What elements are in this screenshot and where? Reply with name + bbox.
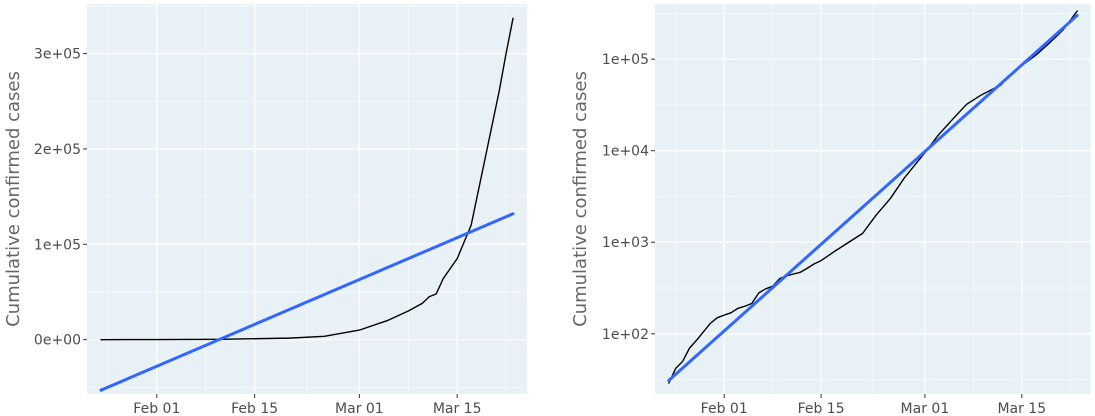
right-x-tick-label: Mar 15 xyxy=(997,401,1046,416)
right-x-tick-label: Feb 15 xyxy=(798,401,845,416)
left-series xyxy=(99,17,515,392)
left-y-axis-label: Cumulative confirmed cases xyxy=(3,71,24,327)
right-series xyxy=(667,10,1079,384)
right-tick-labels: Feb 01 Feb 15 Mar 01 Mar 15 1e+02 1e+03 1e+04 1… xyxy=(602,52,1046,416)
right-chart: Feb 01 Feb 15 Mar 01 Mar 15 1e+02 1e+03 1e+04 1… xyxy=(570,4,1091,416)
left-y-tick-label: 1e+05 xyxy=(34,237,81,253)
right-y-axis-label: Cumulative confirmed cases xyxy=(570,71,591,327)
left-cases-line xyxy=(100,17,514,341)
left-chart: Feb 01 Feb 15 Mar 01 Mar 15 0e+00 1e+05 2e+05 3… xyxy=(3,4,527,416)
left-gridlines xyxy=(87,4,527,394)
left-fit-line xyxy=(99,212,515,392)
right-x-tick-label: Feb 01 xyxy=(701,401,748,416)
right-gridlines xyxy=(655,4,1091,394)
left-x-tick-label: Feb 01 xyxy=(133,401,180,416)
left-y-tick-label: 2e+05 xyxy=(34,142,81,158)
right-y-tick-label: 1e+05 xyxy=(602,52,649,68)
right-y-tick-label: 1e+04 xyxy=(602,144,649,160)
right-y-tick-label: 1e+02 xyxy=(602,327,649,343)
right-y-tick-label: 1e+03 xyxy=(602,235,649,251)
left-x-tick-label: Mar 15 xyxy=(433,401,482,416)
left-x-tick-label: Feb 15 xyxy=(231,401,278,416)
left-y-tick-label: 3e+05 xyxy=(34,47,81,63)
left-y-tick-label: 0e+00 xyxy=(34,333,81,349)
right-fit-line xyxy=(667,13,1079,382)
left-tick-labels: Feb 01 Feb 15 Mar 01 Mar 15 0e+00 1e+05 2e+05 3… xyxy=(34,47,482,416)
right-x-tick-label: Mar 01 xyxy=(901,401,950,416)
left-x-tick-label: Mar 01 xyxy=(335,401,384,416)
